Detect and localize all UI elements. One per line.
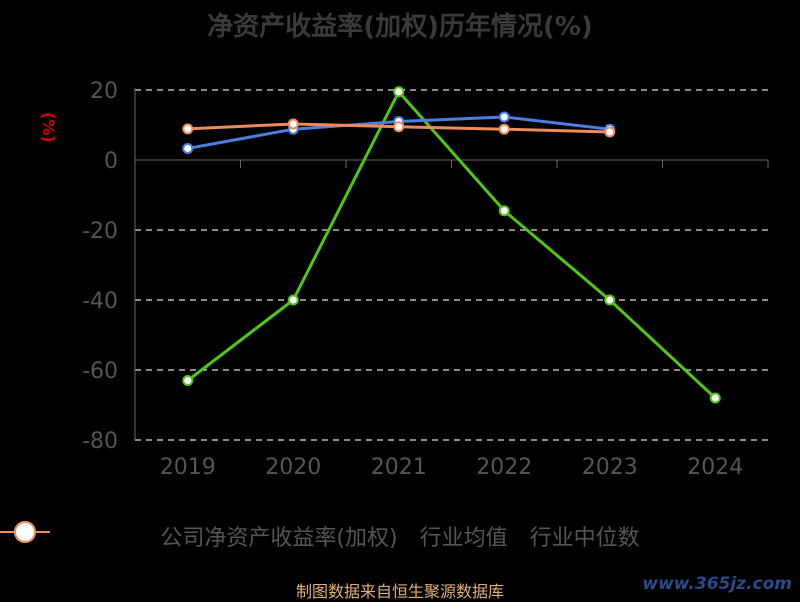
x-tick-label: 2020: [265, 455, 321, 480]
data-point-0: [182, 375, 194, 386]
y-tick-label: -80: [82, 429, 118, 454]
chart-title: 净资产收益率(加权)历年情况(%): [207, 12, 593, 42]
data-point-0: [393, 86, 405, 98]
data-point-1: [182, 142, 194, 154]
data-point-2: [604, 126, 616, 138]
data-point-2: [287, 118, 299, 130]
data-point-2: [498, 123, 510, 135]
series-line-0: [186, 90, 717, 400]
x-tick-label: 2023: [582, 455, 638, 480]
legend-label-industry-mean: 行业均值: [419, 526, 508, 551]
legend-item-industry-median[interactable]: 行业中位数: [0, 520, 640, 552]
y-tick-label: 20: [90, 79, 118, 104]
data-point-2: [182, 123, 194, 135]
legend-item-industry-mean[interactable]: 行业均值: [0, 520, 508, 552]
data-point-0: [287, 294, 299, 306]
x-tick-label: 2022: [476, 455, 532, 480]
x-tick-label: 2019: [160, 455, 216, 480]
y-tick-label: 0: [104, 149, 118, 174]
data-point-0: [498, 205, 510, 217]
legend-marker-industry-median: [0, 521, 50, 543]
data-point-0: [604, 294, 616, 306]
y-tick-label: -20: [82, 219, 118, 244]
y-tick-label: -40: [82, 289, 118, 314]
data-point-0: [709, 392, 721, 404]
data-source-note: 制图数据来自恒生聚源数据库: [295, 582, 504, 601]
legend-label-industry-median: 行业中位数: [529, 526, 640, 551]
y-tick-label: -60: [82, 359, 118, 384]
data-point-2: [393, 121, 405, 133]
legend-item-company-roe[interactable]: 公司净资产收益率(加权): [0, 520, 398, 552]
legend: 公司净资产收益率(加权) 行业均值 行业中位数: [0, 520, 800, 552]
data-point-1: [498, 111, 510, 123]
watermark: www.365jz.com: [642, 574, 792, 594]
x-tick-label: 2021: [371, 455, 427, 480]
x-tick-label: 2024: [687, 455, 743, 480]
legend-label-company-roe: 公司净资产收益率(加权): [160, 526, 398, 551]
